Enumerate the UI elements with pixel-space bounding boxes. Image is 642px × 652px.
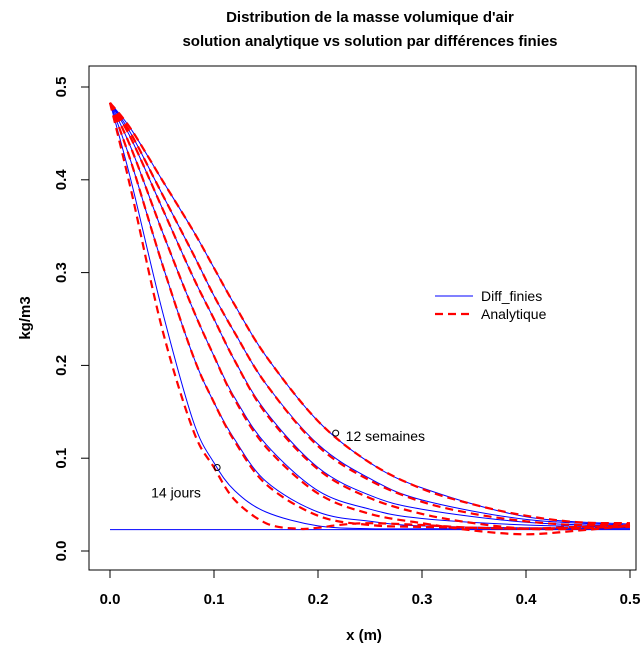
series-line-analytique-6 — [109, 102, 631, 525]
chart-title-line1: Distribution de la masse volumique d'air — [226, 9, 514, 26]
plot-area — [108, 102, 631, 536]
x-axis: 0.0 0.1 0.2 0.3 0.4 0.5 — [100, 569, 641, 608]
y-tick-label: 0.1 — [53, 448, 70, 469]
annotation-label-12-semaines: 12 semaines — [346, 428, 425, 444]
x-tick-label: 0.5 — [620, 591, 641, 608]
y-tick-label: 0.5 — [53, 77, 70, 98]
legend: Diff_finies Analytique — [423, 276, 557, 330]
y-tick-label: 0.0 — [53, 541, 70, 562]
y-tick-label: 0.2 — [53, 355, 70, 376]
y-tick-label: 0.3 — [53, 262, 70, 283]
series-line-analytique-4 — [109, 102, 631, 531]
x-tick-label: 0.3 — [412, 591, 433, 608]
series-line-analytique-5 — [109, 102, 631, 527]
x-tick-label: 0.0 — [100, 591, 121, 608]
series-line-diff-finies-4 — [109, 102, 631, 527]
annotation-marker — [332, 429, 340, 437]
x-tick-label: 0.4 — [516, 591, 538, 608]
x-tick-label: 0.2 — [308, 591, 329, 608]
legend-label-diff-finies: Diff_finies — [481, 288, 542, 304]
chart-title-line2: solution analytique vs solution par diff… — [182, 33, 557, 50]
y-tick-label: 0.4 — [53, 169, 70, 191]
x-tick-label: 0.1 — [204, 591, 225, 608]
series-line-diff-finies-1 — [109, 102, 630, 530]
legend-label-analytique: Analytique — [481, 306, 547, 322]
annotation-label-14-jours: 14 jours — [151, 484, 201, 500]
annotation-marker — [213, 463, 221, 471]
legend-box — [423, 276, 557, 330]
y-axis: 0.0 0.1 0.2 0.3 0.4 0.5 — [53, 77, 90, 562]
annotations: 14 jours 12 semaines — [151, 428, 425, 500]
series-line-analytique-3 — [109, 102, 631, 536]
x-axis-label: x (m) — [346, 627, 382, 644]
y-axis-label: kg/m3 — [17, 296, 34, 339]
series-line-diff-finies-5 — [109, 102, 631, 526]
